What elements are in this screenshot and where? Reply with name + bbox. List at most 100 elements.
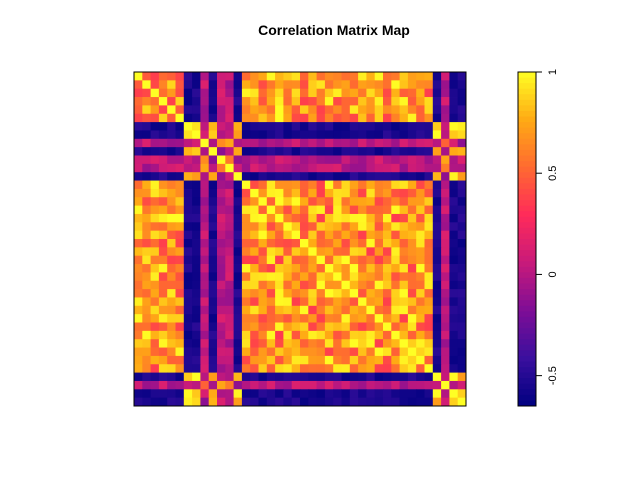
heatmap-cell (358, 105, 367, 115)
heatmap-cell (200, 113, 210, 123)
heatmap-cell (208, 172, 218, 181)
colorbar-segment (518, 311, 536, 318)
heatmap-cell (266, 222, 276, 232)
colorbar-segment (518, 105, 536, 112)
heatmap-cell (142, 272, 151, 282)
heatmap-cell (150, 138, 160, 148)
heatmap-cell (358, 330, 367, 340)
heatmap-cell (316, 122, 326, 131)
heatmap-cell (341, 163, 351, 173)
heatmap-cell (391, 339, 400, 348)
heatmap-cell (175, 372, 185, 382)
heatmap-cell (283, 213, 293, 223)
heatmap-cell (283, 172, 293, 181)
heatmap-cell (200, 188, 210, 198)
heatmap-cell (134, 347, 143, 357)
heatmap-cell (291, 172, 301, 181)
heatmap-cell (192, 130, 201, 140)
heatmap-cell (366, 113, 376, 123)
heatmap-cell (449, 180, 459, 190)
heatmap-cell (142, 122, 151, 131)
heatmap-cell (183, 88, 193, 98)
heatmap-cell (225, 314, 234, 323)
heatmap-cell (241, 239, 251, 248)
heatmap-cell (341, 289, 351, 298)
heatmap-cell (383, 272, 392, 282)
heatmap-cell (167, 105, 176, 115)
heatmap-cell (457, 247, 467, 257)
heatmap-cell (407, 172, 417, 181)
heatmap-cell (341, 239, 351, 248)
heatmap-cell (250, 88, 259, 98)
heatmap-cell (241, 314, 251, 323)
heatmap-cell (399, 155, 409, 165)
heatmap-cell (233, 113, 243, 123)
heatmap-cell (424, 364, 434, 373)
heatmap-cell (316, 138, 326, 148)
heatmap-cell (217, 339, 226, 348)
heatmap-cell (316, 147, 326, 156)
heatmap-cell (441, 88, 450, 98)
heatmap-cell (424, 188, 434, 198)
heatmap-cell (225, 188, 234, 198)
heatmap-cell (192, 113, 201, 123)
heatmap-cell (250, 322, 259, 332)
heatmap-cell (324, 397, 334, 407)
heatmap-cell (441, 97, 450, 106)
heatmap-cell (158, 80, 168, 90)
heatmap-cell (200, 138, 210, 148)
heatmap-cell (241, 105, 251, 115)
heatmap-cell (457, 205, 467, 215)
heatmap-cell (391, 305, 400, 315)
heatmap-cell (407, 255, 417, 265)
colorbar-segment (518, 378, 536, 385)
heatmap-cell (432, 364, 442, 373)
heatmap-cell (266, 230, 276, 240)
heatmap-cell (374, 105, 384, 115)
heatmap-cell (291, 188, 301, 198)
heatmap-cell (441, 305, 450, 315)
heatmap-cell (399, 280, 409, 290)
heatmap-cell (266, 339, 276, 348)
heatmap-cell (192, 322, 201, 332)
heatmap-cell (424, 389, 434, 399)
colorbar-segment (518, 194, 536, 201)
heatmap-cell (183, 105, 193, 115)
heatmap-cell (183, 347, 193, 357)
heatmap-cell (183, 72, 193, 81)
heatmap-cell (333, 113, 342, 123)
heatmap-cell (250, 155, 259, 165)
heatmap-cell (300, 230, 309, 240)
heatmap-cell (200, 380, 210, 390)
heatmap-cell (300, 213, 309, 223)
heatmap-cell (167, 155, 176, 165)
heatmap-cell (158, 297, 168, 307)
heatmap-cell (183, 97, 193, 106)
heatmap-cell (291, 105, 301, 115)
heatmap-cell (407, 222, 417, 232)
heatmap-cell (283, 322, 293, 332)
heatmap-cell (275, 339, 284, 348)
heatmap-cell (374, 113, 384, 123)
heatmap-cell (250, 188, 259, 198)
heatmap-cell (266, 197, 276, 206)
heatmap-cell (217, 314, 226, 323)
heatmap-cell (291, 180, 301, 190)
heatmap-cell (349, 272, 359, 282)
heatmap-cell (291, 372, 301, 382)
heatmap-cell (183, 155, 193, 165)
heatmap-cell (449, 163, 459, 173)
heatmap-cell (374, 297, 384, 307)
heatmap-cell (192, 372, 201, 382)
heatmap-cell (283, 205, 293, 215)
heatmap-cell (449, 205, 459, 215)
heatmap-cell (142, 289, 151, 298)
heatmap-cell (333, 222, 342, 232)
heatmap-cell (349, 97, 359, 106)
heatmap-cell (208, 180, 218, 190)
heatmap-cell (333, 239, 342, 248)
heatmap-cell (167, 389, 176, 399)
heatmap-cell (167, 163, 176, 173)
heatmap-cell (366, 355, 376, 365)
heatmap-cell (167, 289, 176, 298)
